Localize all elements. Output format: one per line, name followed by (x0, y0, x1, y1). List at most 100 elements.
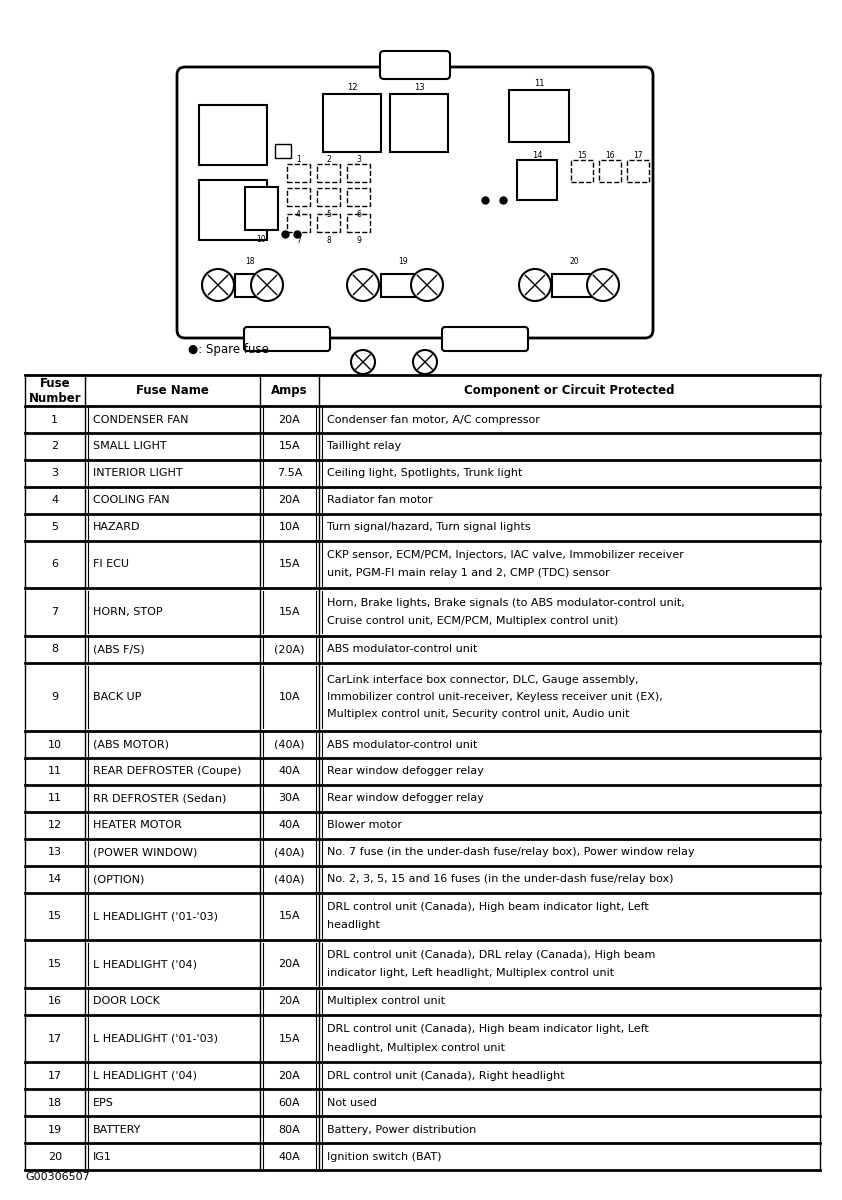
Text: indicator light, Left headlight, Multiplex control unit: indicator light, Left headlight, Multipl… (328, 968, 615, 978)
Text: FI ECU: FI ECU (93, 559, 129, 570)
Text: (40A): (40A) (274, 739, 305, 750)
Text: 7.5A: 7.5A (277, 468, 302, 479)
FancyBboxPatch shape (442, 326, 528, 350)
Text: 15: 15 (577, 151, 587, 161)
Text: Turn signal/hazard, Turn signal lights: Turn signal/hazard, Turn signal lights (328, 522, 530, 532)
Text: 15: 15 (48, 911, 61, 922)
Text: L HEADLIGHT ('04): L HEADLIGHT ('04) (93, 1070, 197, 1081)
Text: 17: 17 (48, 1070, 61, 1081)
Text: DRL control unit (Canada), High beam indicator light, Left: DRL control unit (Canada), High beam ind… (328, 1025, 649, 1034)
Text: 2: 2 (51, 442, 58, 451)
Text: (40A): (40A) (274, 874, 305, 884)
Bar (381, 274, 425, 296)
Text: 20A: 20A (279, 996, 301, 1007)
Text: 10A: 10A (279, 522, 300, 532)
Text: 4: 4 (296, 210, 301, 218)
Bar (317, 164, 340, 182)
Text: 80A: 80A (279, 1124, 301, 1135)
Text: Not used: Not used (328, 1098, 377, 1108)
Text: Horn, Brake lights, Brake signals (to ABS modulator-control unit,: Horn, Brake lights, Brake signals (to AB… (328, 598, 685, 608)
Text: 15A: 15A (279, 1033, 300, 1044)
Text: 8: 8 (51, 644, 58, 654)
Text: 15: 15 (48, 959, 61, 970)
Text: 7: 7 (51, 607, 58, 617)
Text: (ABS F/S): (ABS F/S) (93, 644, 144, 654)
Text: 6: 6 (51, 559, 58, 570)
Text: Fuse Name: Fuse Name (136, 384, 209, 397)
Text: DRL control unit (Canada), High beam indicator light, Left: DRL control unit (Canada), High beam ind… (328, 902, 649, 912)
Text: 18: 18 (48, 1098, 61, 1108)
Text: BACK UP: BACK UP (93, 692, 141, 702)
Text: DOOR LOCK: DOOR LOCK (93, 996, 159, 1007)
Circle shape (202, 269, 234, 301)
Text: (OPTION): (OPTION) (93, 874, 144, 884)
Text: 7: 7 (296, 236, 301, 245)
Text: L HEADLIGHT ('04): L HEADLIGHT ('04) (93, 959, 197, 970)
Bar (287, 188, 310, 206)
Text: Radiator fan motor: Radiator fan motor (328, 496, 433, 505)
Bar (287, 214, 310, 232)
Text: CKP sensor, ECM/PCM, Injectors, IAC valve, Immobilizer receiver: CKP sensor, ECM/PCM, Injectors, IAC valv… (328, 551, 684, 560)
Text: 10: 10 (256, 235, 266, 244)
Bar (390, 94, 448, 152)
Bar (245, 187, 278, 230)
Text: 17: 17 (48, 1033, 61, 1044)
Text: 19: 19 (398, 258, 408, 266)
FancyBboxPatch shape (380, 50, 450, 79)
Text: headlight: headlight (328, 920, 380, 930)
Text: 18: 18 (245, 258, 255, 266)
Text: 10: 10 (48, 739, 61, 750)
Text: Ceiling light, Spotlights, Trunk light: Ceiling light, Spotlights, Trunk light (328, 468, 523, 479)
Bar (199, 104, 267, 164)
Text: EPS: EPS (93, 1098, 114, 1108)
Bar (347, 164, 370, 182)
Text: Rear window defogger relay: Rear window defogger relay (328, 767, 484, 776)
Text: RR DEFROSTER (Sedan): RR DEFROSTER (Sedan) (93, 793, 226, 803)
Text: 12: 12 (48, 821, 61, 830)
Text: 20A: 20A (279, 414, 301, 425)
Bar (199, 180, 267, 240)
Text: 30A: 30A (279, 793, 300, 803)
Text: (ABS MOTOR): (ABS MOTOR) (93, 739, 168, 750)
Text: 17: 17 (633, 151, 642, 161)
Text: Rear window defogger relay: Rear window defogger relay (328, 793, 484, 803)
Bar (571, 160, 593, 182)
Text: 15A: 15A (279, 911, 300, 922)
Text: 1: 1 (51, 414, 58, 425)
Text: L HEADLIGHT ('01-'03): L HEADLIGHT ('01-'03) (93, 1033, 217, 1044)
Text: L HEADLIGHT ('01-'03): L HEADLIGHT ('01-'03) (93, 911, 217, 922)
FancyBboxPatch shape (177, 67, 653, 338)
Bar (347, 214, 370, 232)
Bar (287, 164, 310, 182)
Text: Taillight relay: Taillight relay (328, 442, 402, 451)
Bar (517, 160, 557, 200)
Text: 60A: 60A (279, 1098, 300, 1108)
Bar (509, 90, 569, 142)
Text: (40A): (40A) (274, 847, 305, 857)
FancyBboxPatch shape (244, 326, 330, 350)
Text: (20A): (20A) (274, 644, 305, 654)
Text: 20A: 20A (279, 496, 301, 505)
Text: CONDENSER FAN: CONDENSER FAN (93, 414, 188, 425)
Text: Immobilizer control unit-receiver, Keyless receiver unit (EX),: Immobilizer control unit-receiver, Keyle… (328, 692, 663, 702)
Text: 11: 11 (534, 79, 544, 89)
Text: 14: 14 (532, 150, 542, 160)
Text: Multiplex control unit, Security control unit, Audio unit: Multiplex control unit, Security control… (328, 709, 630, 719)
Text: 19: 19 (48, 1124, 61, 1135)
Text: 16: 16 (48, 996, 61, 1007)
Text: HORN, STOP: HORN, STOP (93, 607, 163, 617)
Text: IG1: IG1 (93, 1152, 111, 1162)
Text: headlight, Multiplex control unit: headlight, Multiplex control unit (328, 1043, 505, 1052)
Bar (275, 144, 291, 158)
Text: 10A: 10A (279, 692, 300, 702)
Text: unit, PGM-FI main relay 1 and 2, CMP (TDC) sensor: unit, PGM-FI main relay 1 and 2, CMP (TD… (328, 569, 610, 578)
Text: 16: 16 (605, 151, 615, 161)
Text: 20: 20 (48, 1152, 61, 1162)
Bar (552, 274, 596, 296)
Bar (235, 274, 265, 296)
Text: COOLING FAN: COOLING FAN (93, 496, 169, 505)
Text: No. 7 fuse (in the under-dash fuse/relay box), Power window relay: No. 7 fuse (in the under-dash fuse/relay… (328, 847, 695, 857)
Circle shape (587, 269, 619, 301)
Text: Blower motor: Blower motor (328, 821, 402, 830)
Text: (POWER WINDOW): (POWER WINDOW) (93, 847, 197, 857)
